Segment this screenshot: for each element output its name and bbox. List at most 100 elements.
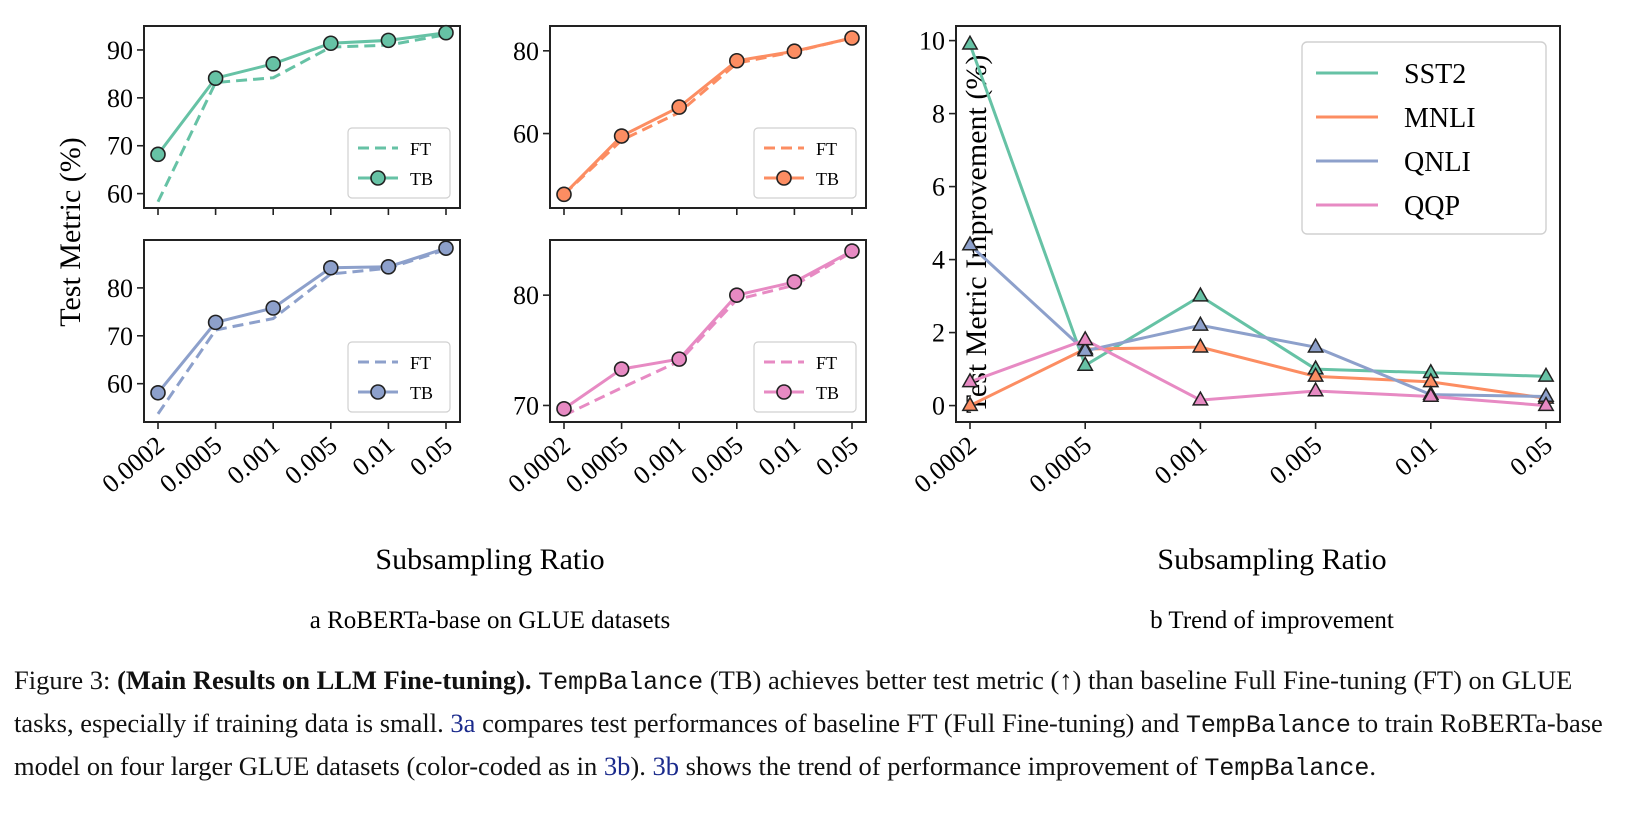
series-tb-point <box>438 240 454 256</box>
legend-box <box>347 127 451 199</box>
y-tick-label: 60 <box>107 180 133 209</box>
x-tick-label: 0.005 <box>279 430 342 490</box>
caption-code-tempbalance: TempBalance <box>1204 754 1370 783</box>
legend-tb-marker <box>370 170 386 186</box>
y-tick-label: 70 <box>107 132 133 161</box>
panel-a-ylabel: Test Metric (%) <box>54 137 87 327</box>
series-tb-point <box>380 259 397 275</box>
x-tick-label: 0.05 <box>1504 430 1557 481</box>
x-tick-label: 0.001 <box>628 430 691 490</box>
legend-sst2-label: SST2 <box>1404 59 1466 90</box>
series-tb-point <box>150 384 166 401</box>
x-tick-label: 0.05 <box>810 430 863 481</box>
caption-ref-3b[interactable]: 3b <box>652 751 679 781</box>
series-tb-point <box>322 259 339 276</box>
series-tb-point <box>671 351 688 367</box>
legend-mnli-label: MNLI <box>1404 103 1476 134</box>
legend-qqp-label: QQP <box>1404 191 1460 222</box>
caption-text-3: to train RoBERTa-base model on four larg… <box>14 708 1603 781</box>
y-tick-label: 80 <box>513 37 539 66</box>
series-tb-point <box>322 35 339 52</box>
x-tick-label: 0.05 <box>404 430 457 481</box>
series-tb-point <box>671 99 688 115</box>
x-tick-label: 0.01 <box>753 430 806 481</box>
caption-text-5: shows the trend of performance improveme… <box>678 751 1205 781</box>
series-sst2-point <box>1191 286 1209 302</box>
y-tick-label: 80 <box>107 274 133 303</box>
series-tb-point <box>844 243 860 259</box>
series-ft-line <box>562 36 853 196</box>
series-qqp-point <box>1191 390 1209 406</box>
x-tick-label: 0.0005 <box>1024 430 1097 498</box>
y-tick-label: 60 <box>107 370 133 399</box>
caption-ref-3b[interactable]: 3b <box>603 751 631 781</box>
panel-a-xlabel: Subsampling Ratio <box>375 543 604 576</box>
series-qqp-point <box>1076 330 1094 346</box>
legend-box <box>1301 41 1547 235</box>
legend-ft-label: FT <box>816 139 837 159</box>
series-tb-point <box>265 300 282 316</box>
figure-3: Test Metric (%) Subsampling Ratio Test M… <box>54 24 1561 634</box>
series-qnli-point <box>1191 315 1209 331</box>
legend-ft-label: FT <box>410 139 431 159</box>
series-tb-point <box>613 128 630 144</box>
x-tick-label: 0.01 <box>347 430 400 481</box>
plot-a-top-left: 60 70 80 90 FT TB <box>107 24 461 215</box>
y-tick-label: 2 <box>932 319 945 348</box>
series-tb-point <box>207 314 224 331</box>
y-tick-label: 0 <box>932 392 945 421</box>
series-qqp-point <box>1422 386 1440 403</box>
y-tick-label: 4 <box>932 246 945 275</box>
series-tb-point <box>380 32 397 49</box>
x-tick-label: 0.0002 <box>908 430 981 498</box>
axes-frame <box>549 25 867 209</box>
legend-tb-label: TB <box>410 383 433 403</box>
series-tb-point <box>207 70 224 87</box>
x-tick-label: 0.0005 <box>154 430 227 498</box>
plot-b: 0 2 4 6 8 10 0.0002 0.0005 0.001 0.005 0.01 0.05 SST… <box>908 25 1561 499</box>
legend-tb-marker <box>776 170 792 186</box>
caption-code-tempbalance: TempBalance <box>1185 711 1351 740</box>
y-tick-label: 8 <box>932 100 945 129</box>
axes-frame <box>955 25 1561 423</box>
series-mnli-line <box>969 345 1547 407</box>
series-tb-point <box>438 24 454 41</box>
caption-code-tempbalance: TempBalance <box>538 668 704 697</box>
series-mnli-point <box>1307 366 1325 382</box>
subcaption-a: a RoBERTa-base on GLUE datasets <box>310 607 671 634</box>
x-tick-label: 0.001 <box>222 430 285 490</box>
caption-ref-3a[interactable]: 3a <box>450 708 476 738</box>
caption-text-6: . <box>1369 751 1377 781</box>
series-qnli-point <box>1076 341 1094 357</box>
series-tb-point <box>728 52 745 69</box>
series-qnli-line <box>968 243 1547 398</box>
legend-tb-label: TB <box>816 169 839 189</box>
legend-ft-label: FT <box>410 353 431 373</box>
series-mnli-point <box>1191 337 1209 353</box>
axes-frame <box>143 25 461 209</box>
panel-b-xlabel: Subsampling Ratio <box>1157 543 1386 576</box>
x-tick-label: 0.001 <box>1149 430 1212 490</box>
legend-qnli-label: QNLI <box>1404 147 1471 178</box>
y-tick-label: 6 <box>932 173 945 202</box>
subcaption-b: b Trend of improvement <box>1150 607 1394 634</box>
caption-text-2: compares test performances of baseline F… <box>475 708 1186 738</box>
legend-tb-label: TB <box>816 383 839 403</box>
y-tick-label: 60 <box>513 120 539 149</box>
legend-tb-label: TB <box>410 169 433 189</box>
caption-text-4: ). <box>630 751 653 781</box>
caption-prefix: Figure 3: <box>14 665 118 695</box>
series-tb-point <box>265 56 282 72</box>
legend-tb-marker <box>370 384 386 400</box>
y-tick-label: 10 <box>919 27 945 56</box>
series-tb-point <box>786 43 803 60</box>
axes-frame <box>143 239 461 423</box>
series-qnli-point <box>961 235 979 251</box>
series-tb-point <box>844 30 860 46</box>
series-tb-line <box>156 246 447 394</box>
series-qqp-point <box>1307 381 1325 397</box>
y-tick-label: 70 <box>107 322 133 351</box>
figure-caption: Figure 3: (Main Results on LLM Fine-tuni… <box>14 660 1620 789</box>
